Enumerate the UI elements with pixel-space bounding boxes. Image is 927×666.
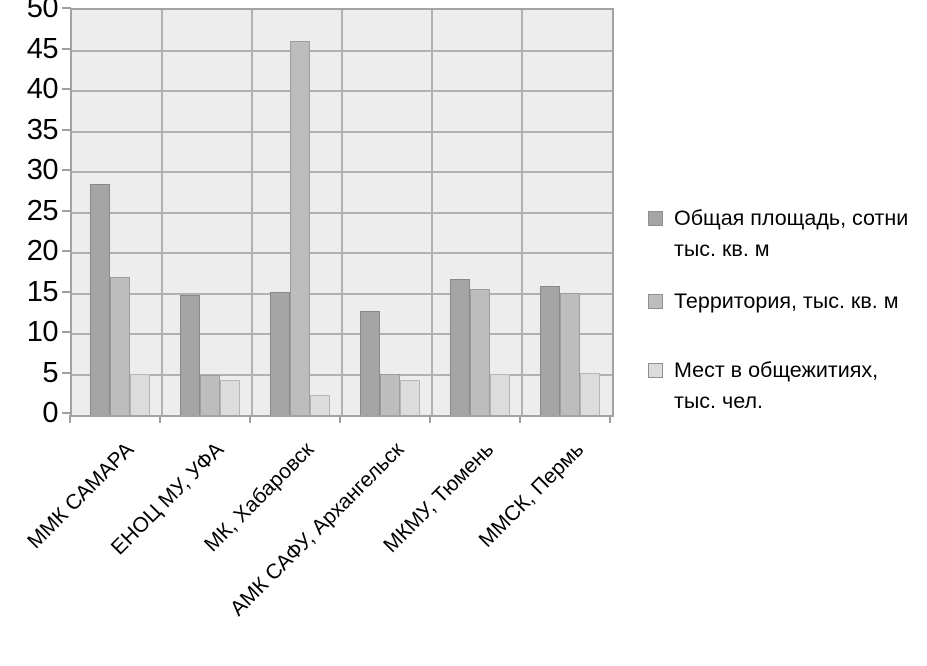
gridline-v (341, 10, 343, 415)
y-axis-label: 5 (42, 356, 58, 389)
bar-1 (450, 279, 470, 415)
legend-label: Мест в общежитиях, тыс. чел. (674, 358, 879, 413)
bar-3 (220, 380, 240, 415)
y-axis-tick (62, 128, 71, 131)
x-axis-tick (159, 415, 161, 423)
legend-entry: Общая площадь, сотни тыс. кв. м (648, 203, 908, 265)
gridline-v (521, 10, 523, 415)
y-axis-tick (62, 7, 71, 9)
legend-entry: Мест в общежитиях, тыс. чел. (648, 355, 878, 417)
x-axis-tick (249, 415, 251, 423)
bar-2 (380, 374, 400, 415)
y-axis-tick (62, 290, 71, 293)
x-axis-tick (69, 415, 71, 423)
y-axis-label: 40 (26, 73, 59, 105)
y-axis-tick (62, 169, 71, 171)
y-axis-label: 20 (26, 235, 59, 267)
bar-1 (180, 295, 200, 415)
bar-2 (110, 277, 130, 415)
legend-swatch (648, 363, 663, 378)
bar-2 (470, 289, 490, 415)
legend-label: Территория, тыс. кв. м (674, 289, 899, 313)
chart-canvas: 0 5 10 15 20 25 30 35 40 45 50 ММК САМАРА ЕНОЦ МУ, … (23, 0, 926, 639)
legend-swatch (648, 211, 663, 226)
y-axis-label: 30 (26, 154, 59, 186)
bar-3 (130, 374, 150, 415)
y-axis-label: 35 (26, 113, 59, 146)
bar-1 (270, 292, 290, 415)
bar-3 (490, 374, 510, 415)
gridline-v (431, 10, 433, 415)
y-axis-tick (62, 371, 71, 374)
y-axis-tick (62, 250, 71, 252)
y-axis-label: 50 (26, 0, 59, 24)
legend-label: Общая площадь, сотни тыс. кв. м (674, 206, 909, 261)
y-axis-label: 45 (26, 32, 59, 65)
bar-1 (90, 184, 110, 415)
legend: Общая площадь, сотни тыс. кв. м Территория… (648, 0, 926, 639)
y-axis-label: 15 (26, 275, 59, 308)
y-axis-tick (62, 331, 71, 333)
legend-entry: Территория, тыс. кв. м (648, 286, 898, 317)
y-axis-label: 25 (26, 194, 59, 227)
gridline-v (251, 10, 253, 415)
y-axis-label: 10 (26, 316, 59, 348)
bar-3 (400, 380, 420, 415)
gridline-v (161, 10, 163, 415)
bar-1 (540, 286, 560, 415)
bar-2 (200, 375, 220, 415)
legend-swatch (648, 294, 663, 309)
x-axis-tick (339, 415, 341, 423)
y-axis-tick (62, 88, 71, 90)
bar-1 (360, 311, 380, 415)
bar-2 (560, 293, 580, 415)
bar-3 (580, 373, 600, 415)
y-axis-label: 0 (42, 397, 58, 429)
bar-3 (310, 395, 330, 415)
x-axis-tick (429, 415, 431, 423)
y-axis-tick (62, 412, 71, 414)
y-axis-tick (62, 47, 71, 50)
bar-2 (290, 41, 310, 415)
x-axis-tick (609, 415, 611, 423)
plot-area (70, 8, 614, 417)
y-axis-tick (62, 209, 71, 212)
x-axis-tick (519, 415, 521, 423)
